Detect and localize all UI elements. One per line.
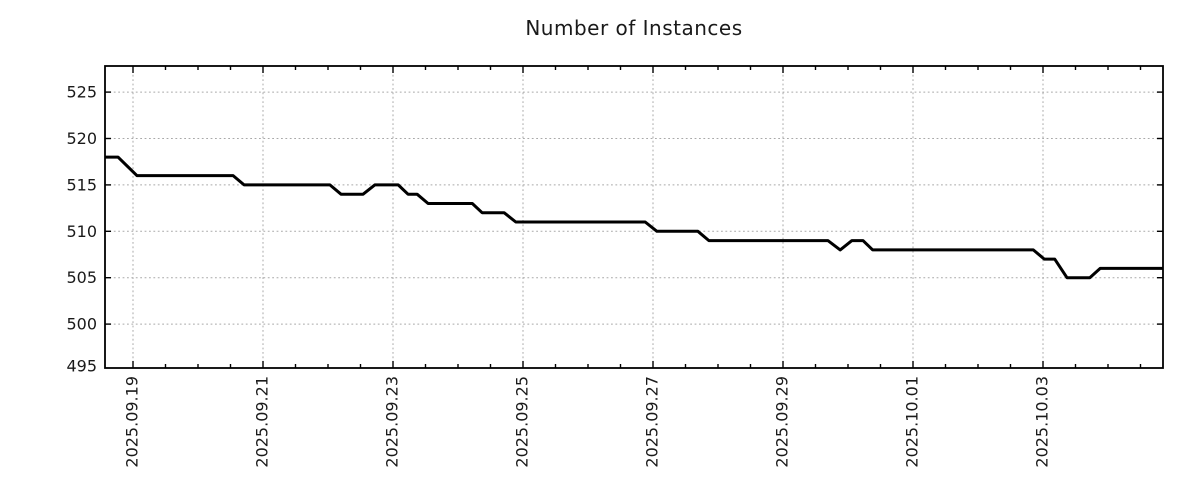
y-tick-label: 505 <box>66 268 97 287</box>
y-tick-label: 525 <box>66 83 97 102</box>
x-tick-label: 2025.09.25 <box>513 376 532 468</box>
y-tick-label: 520 <box>66 129 97 148</box>
x-tick-label: 2025.09.29 <box>773 376 792 468</box>
y-tick-label: 500 <box>66 315 97 334</box>
grid-lines <box>105 66 1163 368</box>
axis-ticks <box>105 66 1163 368</box>
x-axis-labels: 2025.09.19 2025.09.21 2025.09.23 2025.09.25… <box>123 376 1052 468</box>
y-axis-labels: 495 500 505 510 515 520 525 <box>66 83 97 376</box>
chart-title: Number of Instances <box>525 16 743 40</box>
y-tick-label: 515 <box>66 175 97 194</box>
x-tick-label: 2025.10.03 <box>1033 376 1052 468</box>
y-tick-label: 510 <box>66 222 97 241</box>
data-line-instances <box>105 155 1163 280</box>
x-tick-label: 2025.09.19 <box>123 376 142 468</box>
x-tick-label: 2025.10.01 <box>903 376 922 468</box>
x-tick-label: 2025.09.23 <box>383 376 402 468</box>
x-tick-label: 2025.09.21 <box>253 376 272 468</box>
y-tick-label: 495 <box>66 357 97 376</box>
plot-border <box>104 65 1164 369</box>
x-tick-label: 2025.09.27 <box>643 376 662 468</box>
